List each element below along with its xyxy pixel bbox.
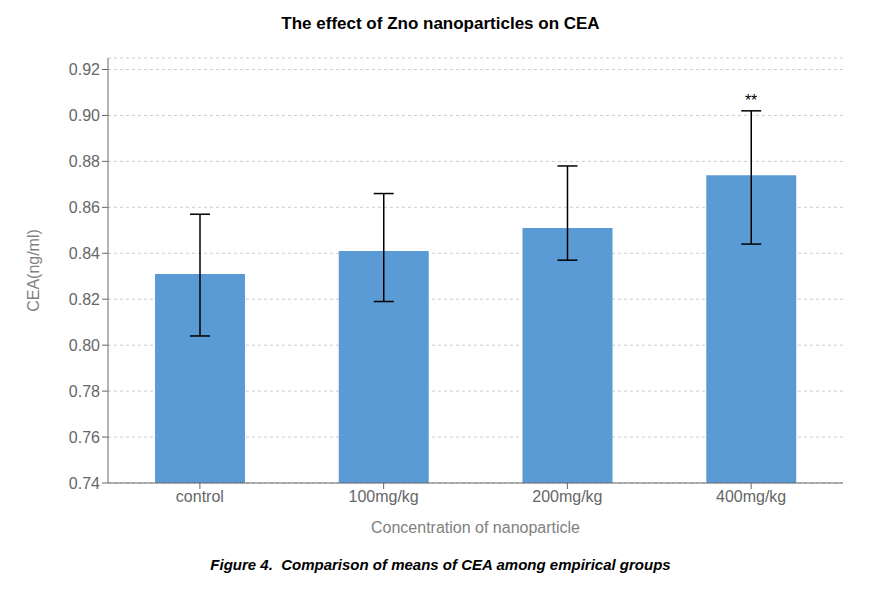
html-text:Figure 4. Comparison of means: Figure 4. Comparison of means of CEA amo…: [210, 556, 671, 573]
svg-text:control: control: [176, 488, 224, 505]
svg-text:CEA(ng/ml): CEA(ng/ml): [25, 229, 42, 312]
html-text:The effect of Zno nanoparticle: The effect of Zno nanoparticles on CEA: [281, 14, 600, 33]
svg-text:0.80: 0.80: [69, 337, 100, 354]
svg-text:0.90: 0.90: [69, 107, 100, 124]
svg-text:200mg/kg: 200mg/kg: [532, 488, 602, 505]
svg-text:0.84: 0.84: [69, 245, 100, 262]
svg-text:0.74: 0.74: [69, 475, 100, 492]
svg-text:**: **: [745, 92, 757, 109]
svg-text:0.76: 0.76: [69, 429, 100, 446]
svg-text:0.86: 0.86: [69, 199, 100, 216]
svg-text:400mg/kg: 400mg/kg: [716, 488, 786, 505]
svg-text:100mg/kg: 100mg/kg: [348, 488, 418, 505]
svg-text:Concentration of nanoparticle: Concentration of nanoparticle: [371, 519, 580, 536]
svg-text:0.92: 0.92: [69, 61, 100, 78]
svg-text:0.88: 0.88: [69, 153, 100, 170]
svg-text:0.82: 0.82: [69, 291, 100, 308]
svg-text:0.78: 0.78: [69, 383, 100, 400]
